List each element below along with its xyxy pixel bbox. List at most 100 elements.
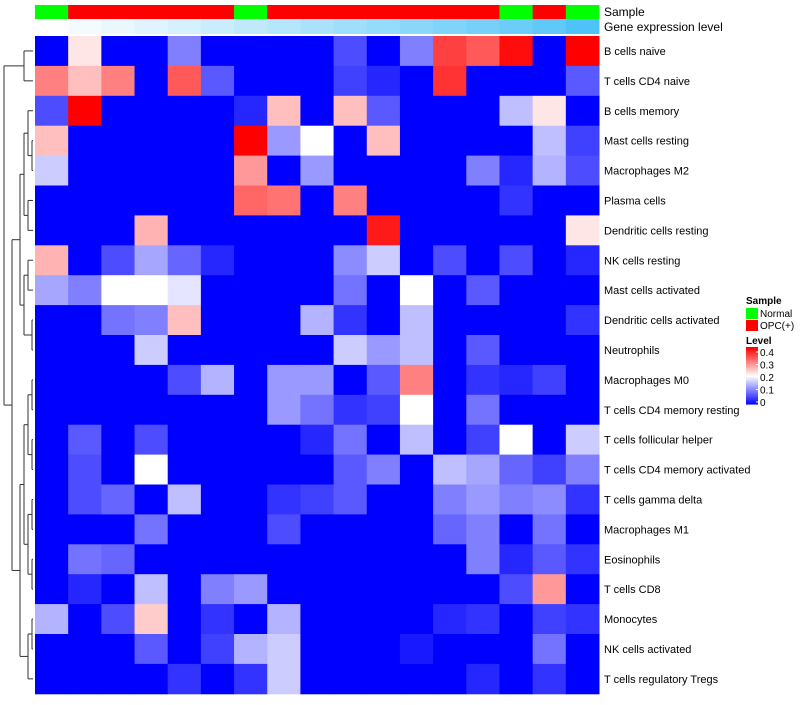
heatmap-cell xyxy=(134,245,169,276)
heatmap-cells xyxy=(35,36,600,695)
expression-annotation-cell xyxy=(200,19,235,34)
heatmap-cell xyxy=(200,394,235,426)
heatmap-cell xyxy=(333,245,368,276)
sample-annotation-cell xyxy=(499,5,534,19)
heatmap-cell xyxy=(300,634,335,665)
expression-annotation-cell xyxy=(499,19,534,34)
heatmap-cell xyxy=(101,663,136,695)
heatmap-cell xyxy=(399,514,434,545)
heatmap-cell xyxy=(167,454,202,485)
row-dendrogram xyxy=(3,50,33,680)
heatmap-cell xyxy=(234,544,268,575)
sample-annotation-cell xyxy=(200,5,235,19)
heatmap-cell xyxy=(134,364,169,396)
expression-annotation-cell xyxy=(300,19,335,34)
heatmap-cell xyxy=(532,95,567,127)
heatmap-cell xyxy=(101,424,136,456)
heatmap-cell xyxy=(234,215,268,246)
heatmap-cell xyxy=(399,424,434,456)
heatmap-cell xyxy=(433,125,467,157)
heatmap-cell xyxy=(466,663,500,695)
heatmap-cell xyxy=(466,215,500,246)
heatmap-cell xyxy=(366,185,401,216)
level-legend-gradient-step xyxy=(746,389,758,392)
heatmap-cell xyxy=(433,634,467,665)
heatmap-cell xyxy=(68,394,102,426)
heatmap-cell xyxy=(433,245,467,276)
level-legend-gradient-step xyxy=(746,361,758,364)
heatmap-cell xyxy=(134,185,169,216)
row-labels: B cells naive T cells CD4 naive B cells me… xyxy=(604,46,751,686)
expression-annotation-cell xyxy=(399,19,434,34)
heatmap-cell xyxy=(532,36,567,67)
heatmap-cell xyxy=(565,394,600,426)
opc-legend-swatch xyxy=(746,320,758,331)
level-legend-gradient-step xyxy=(746,385,758,388)
row-label: Plasma cells xyxy=(604,195,666,207)
heatmap-cell xyxy=(134,544,169,575)
heatmap-cell xyxy=(35,125,69,157)
heatmap-cell xyxy=(167,574,202,605)
heatmap-cell xyxy=(499,95,534,127)
heatmap-cell xyxy=(35,335,69,366)
heatmap-cell xyxy=(433,36,467,67)
heatmap-cell xyxy=(200,36,235,67)
level-legend-gradient-step xyxy=(746,386,758,389)
annotation-row-label: Sample xyxy=(604,5,645,19)
heatmap-cell xyxy=(200,155,235,186)
heatmap-cell xyxy=(433,574,467,605)
heatmap-cell xyxy=(532,634,567,665)
row-label: Monocytes xyxy=(604,614,658,626)
heatmap-cell xyxy=(499,215,534,246)
level-legend-gradient-step xyxy=(746,369,758,372)
heatmap-cell xyxy=(267,394,301,426)
heatmap-cell xyxy=(234,424,268,456)
heatmap-cell xyxy=(167,155,202,186)
heatmap-cell xyxy=(433,305,467,336)
heatmap-cell xyxy=(200,634,235,665)
heatmap-cell xyxy=(234,275,268,306)
heatmap-cell xyxy=(234,364,268,396)
heatmap-cell xyxy=(399,634,434,665)
heatmap-cell xyxy=(532,65,567,97)
heatmap-cell xyxy=(565,125,600,157)
heatmap-cell xyxy=(35,574,69,605)
heatmap-cell xyxy=(333,424,368,456)
heatmap-cell xyxy=(366,424,401,456)
level-legend-gradient-step xyxy=(746,349,758,352)
heatmap-cell xyxy=(68,185,102,216)
heatmap-cell xyxy=(234,185,268,216)
heatmap-cell xyxy=(499,454,534,485)
heatmap-cell xyxy=(499,65,534,97)
heatmap-cell xyxy=(565,574,600,605)
heatmap-cell xyxy=(333,335,368,366)
heatmap-cell xyxy=(366,305,401,336)
heatmap-cell xyxy=(101,454,136,485)
heatmap-cell xyxy=(134,574,169,605)
level-legend-tick-label: 0.2 xyxy=(760,373,774,384)
heatmap-cell xyxy=(101,394,136,426)
heatmap-cell xyxy=(366,544,401,575)
level-legend-gradient-step xyxy=(746,395,758,398)
heatmap-cell xyxy=(333,95,368,127)
heatmap-cell xyxy=(134,335,169,366)
heatmap-cell xyxy=(399,604,434,635)
row-label: Mast cells resting xyxy=(604,136,689,148)
heatmap-cell xyxy=(167,514,202,545)
level-legend-gradient-step xyxy=(746,364,758,367)
heatmap-cell xyxy=(565,275,600,306)
heatmap-cell xyxy=(68,335,102,366)
heatmap-cell xyxy=(134,65,169,97)
heatmap-cell xyxy=(267,454,301,485)
heatmap-cell xyxy=(134,125,169,157)
heatmap-cell xyxy=(200,245,235,276)
expression-annotation-cell xyxy=(466,19,500,34)
heatmap-cell xyxy=(267,544,301,575)
heatmap-cell xyxy=(68,125,102,157)
heatmap-cell xyxy=(35,36,69,67)
heatmap-cell xyxy=(399,364,434,396)
heatmap-cell xyxy=(68,484,102,515)
sample-annotation-cell xyxy=(399,5,434,19)
heatmap-cell xyxy=(134,155,169,186)
